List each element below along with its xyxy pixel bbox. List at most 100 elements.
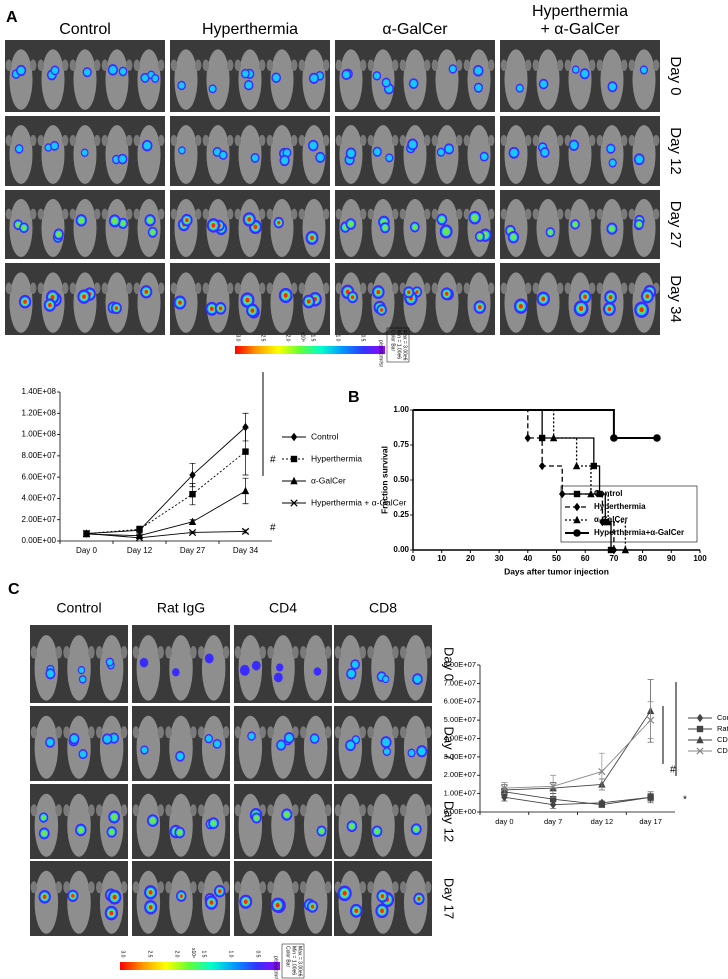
- mouse-limb: [556, 134, 564, 147]
- mouse-limb: [463, 59, 471, 71]
- mouse-limb: [37, 134, 45, 147]
- mouse-limb: [234, 134, 242, 147]
- image-tile: [132, 861, 230, 936]
- signal-mid: [386, 154, 393, 161]
- signal-mid: [51, 142, 58, 150]
- signal-mid: [635, 155, 643, 164]
- mouse-limb: [359, 881, 367, 894]
- signal-core: [71, 893, 75, 898]
- signal-outer: [273, 672, 283, 683]
- signal-mid2: [439, 216, 445, 223]
- mouse-limb: [63, 646, 70, 659]
- mouse-limb: [463, 282, 471, 294]
- mouse-limb: [487, 59, 495, 71]
- signal-mid: [285, 733, 293, 742]
- mouse-limb: [524, 282, 532, 294]
- signal-core: [283, 293, 288, 298]
- y-tick-label: 0.00E+00: [444, 807, 476, 816]
- mouse-limb: [190, 726, 197, 739]
- series-line: [86, 451, 246, 534]
- mouse-body: [568, 49, 592, 110]
- legend-box: [560, 485, 698, 543]
- mouse-limb: [133, 282, 141, 294]
- y-tick-label: 1.20E+08: [22, 408, 57, 417]
- mouse-limb: [30, 881, 38, 894]
- signal-mid2: [111, 813, 118, 821]
- mouse-limb: [170, 134, 178, 147]
- signal-mid: [70, 734, 78, 743]
- mouse-limb: [157, 646, 165, 659]
- mouse-body: [73, 198, 97, 257]
- marker: [696, 747, 704, 755]
- mouse-limb: [29, 59, 37, 71]
- marker: [538, 434, 546, 442]
- mouse-limb: [322, 208, 330, 220]
- mouse-limb: [392, 881, 399, 894]
- marker: [598, 767, 606, 776]
- column-header: Rat IgG: [157, 600, 205, 616]
- colorbar-label: 2.0: [285, 335, 291, 342]
- mouse-limb: [61, 282, 69, 294]
- signal-core: [275, 902, 280, 908]
- signal-mid: [310, 74, 318, 83]
- image-tile: [132, 784, 230, 859]
- marker: [598, 801, 606, 808]
- mouse-limb: [359, 804, 367, 817]
- mouse-limb: [194, 59, 202, 71]
- mouse-limb: [596, 208, 604, 220]
- signal-core: [218, 306, 223, 311]
- mouse-limb: [588, 59, 596, 71]
- mouse-body: [371, 635, 395, 701]
- mouse-limb: [190, 881, 197, 894]
- mouse-body: [338, 870, 363, 934]
- legend-label: CD4: [717, 735, 728, 744]
- mouse-limb: [202, 208, 210, 220]
- mouse-limb: [93, 134, 101, 147]
- mouse-body: [137, 125, 161, 184]
- image-tile: [234, 706, 332, 781]
- legend-label: Hyperthermia: [311, 453, 362, 463]
- signal-mid: [374, 148, 381, 156]
- mouse-limb: [202, 59, 210, 71]
- mouse-limb: [95, 726, 103, 739]
- marker: [188, 517, 197, 526]
- mouse-body: [435, 125, 459, 184]
- mouse-body: [504, 198, 528, 257]
- mouse-body: [302, 125, 326, 184]
- y-tick-label: 8.00E+07: [22, 451, 57, 460]
- x-tick-label: Day 12: [127, 546, 153, 555]
- mouse-limb: [120, 646, 128, 659]
- mouse-limb: [367, 208, 375, 220]
- signal-core: [23, 299, 27, 304]
- mouse-body: [403, 125, 427, 184]
- y-tick-label: 5.00E+07: [444, 715, 476, 724]
- signal-core: [148, 904, 153, 910]
- mouse-limb: [564, 59, 572, 71]
- mouse-limb: [69, 282, 77, 294]
- signal-mid: [373, 72, 380, 79]
- signal-mid: [82, 149, 88, 156]
- mouse-limb: [125, 208, 133, 220]
- image-tile: [132, 706, 230, 781]
- signal-core: [380, 894, 385, 899]
- signal-mid: [383, 748, 390, 755]
- mouse-limb: [170, 59, 178, 71]
- mouse-limb: [367, 134, 375, 147]
- image-tile: [170, 190, 330, 259]
- y-tick-label: 2.00E+07: [22, 515, 57, 524]
- colorbar-label: 1.5: [310, 335, 316, 342]
- x-tick-label: Day 27: [180, 546, 206, 555]
- signal-mid2: [382, 225, 388, 231]
- signal-mid: [609, 159, 616, 167]
- mouse-limb: [133, 208, 141, 220]
- image-tile: [30, 625, 128, 703]
- mouse-body: [238, 125, 262, 184]
- signal-mid: [220, 151, 227, 159]
- mouse-limb: [88, 804, 95, 817]
- image-tile: [30, 784, 128, 859]
- mouse-body: [73, 49, 97, 110]
- x-tick-label: 80: [638, 554, 647, 563]
- mouse-limb: [93, 59, 101, 71]
- mouse-limb: [5, 59, 13, 71]
